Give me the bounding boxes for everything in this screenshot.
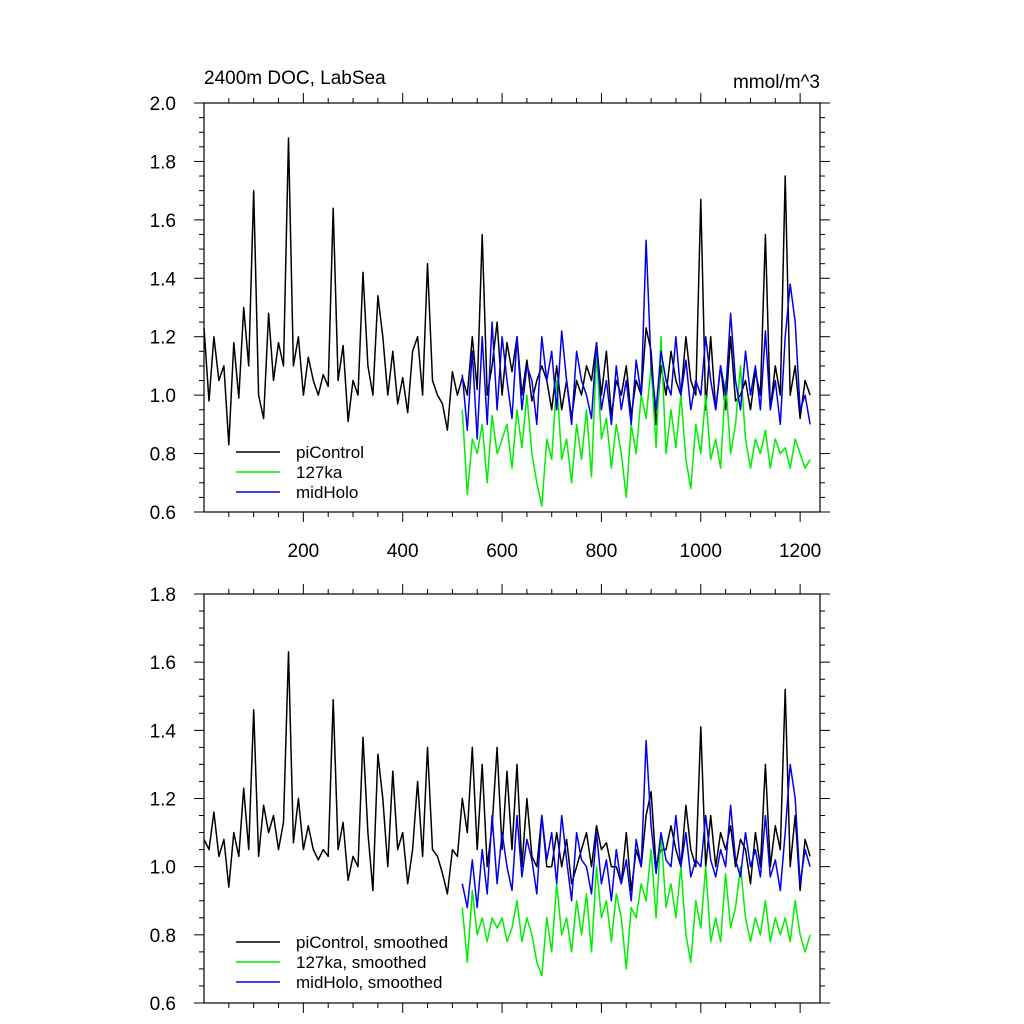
legend-label: midHolo	[296, 483, 358, 502]
series-lines-top	[203, 137, 811, 507]
series-line-bottom-2	[461, 739, 811, 909]
legend-label: 127ka	[296, 463, 343, 482]
units-label: mmol/m^3	[733, 72, 820, 93]
series-line-bottom-0	[203, 651, 811, 895]
y-tick-label: 1.2	[150, 328, 176, 349]
ticks-bottom	[194, 584, 830, 1013]
ticks-top	[194, 93, 830, 522]
y-tick-labels-bottom: 0.6 0.8 1.0 1.2 1.4 1.6 1.8	[150, 585, 177, 1015]
x-tick-label: 600	[486, 541, 518, 562]
series-line-top-2	[461, 239, 811, 440]
series-lines-bottom	[203, 651, 811, 977]
y-tick-label: 1.0	[150, 858, 176, 879]
y-tick-label: 1.4	[150, 269, 177, 290]
y-tick-label: 0.8	[150, 445, 176, 466]
x-tick-label: 1000	[680, 541, 722, 562]
y-tick-label: 0.8	[150, 926, 176, 947]
legend-label: piControl	[296, 443, 364, 462]
y-tick-label: 1.8	[150, 585, 176, 606]
x-tick-label: 200	[288, 541, 320, 562]
x-tick-labels-top: 200 400 600 800 1000 1200	[288, 541, 822, 562]
y-tick-label: 1.6	[150, 211, 176, 232]
y-tick-label: 1.8	[150, 152, 176, 173]
y-tick-label: 1.4	[150, 721, 177, 742]
legend-label: midHolo, smoothed	[296, 973, 442, 992]
x-tick-label: 800	[586, 541, 618, 562]
series-line-top-0	[203, 137, 811, 446]
chart-top-panel: 2400m DOC, LabSea mmol/m^3 0.6 0.8 1.0 1.2 1…	[150, 68, 830, 562]
y-tick-label: 1.6	[150, 653, 176, 674]
y-tick-label: 2.0	[150, 94, 176, 115]
legend-label: 127ka, smoothed	[296, 953, 426, 972]
y-tick-labels-top: 0.6 0.8 1.0 1.2 1.4 1.6 1.8 2.0	[150, 94, 177, 524]
y-tick-label: 0.6	[150, 994, 176, 1015]
y-tick-label: 1.2	[150, 790, 176, 811]
x-tick-label: 400	[387, 541, 419, 562]
chart-bottom-panel: 0.6 0.8 1.0 1.2 1.4 1.6 1.8 piControl, smoothe…	[150, 584, 830, 1015]
y-tick-label: 0.6	[150, 503, 176, 524]
x-tick-label: 1200	[779, 541, 821, 562]
chart-title: 2400m DOC, LabSea	[204, 68, 386, 89]
y-tick-label: 1.0	[150, 386, 176, 407]
series-line-bottom-1	[461, 831, 811, 977]
legend-label: piControl, smoothed	[296, 933, 448, 952]
series-line-top-1	[461, 335, 811, 507]
